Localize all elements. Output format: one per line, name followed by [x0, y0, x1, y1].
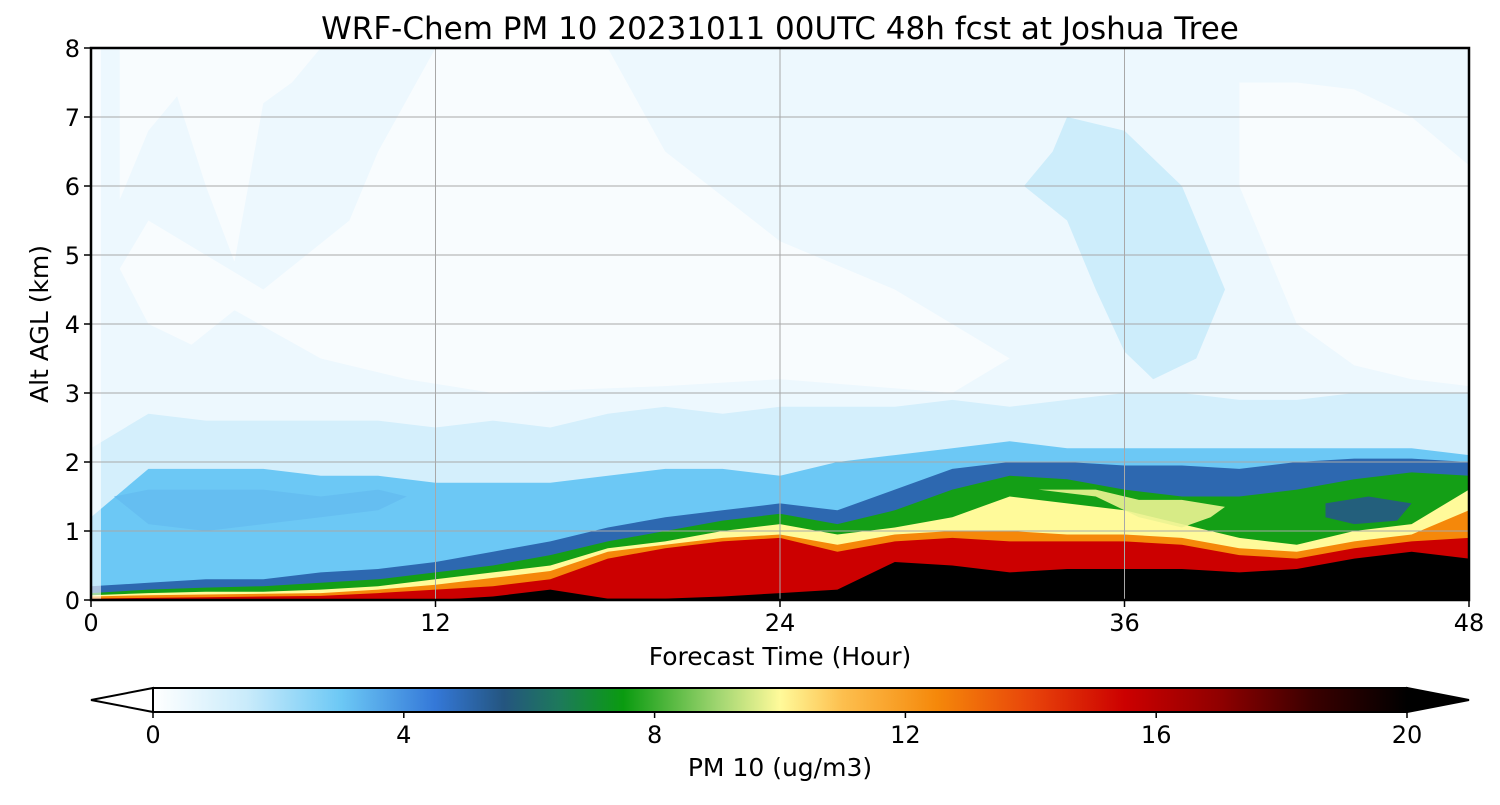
patch-blue-lower-left [114, 489, 407, 531]
colorbar-tick-label: 4 [396, 721, 411, 749]
colorbar-tick-label: 16 [1141, 721, 1172, 749]
x-tick-label: 12 [420, 609, 451, 637]
y-tick-label: 2 [65, 449, 80, 477]
colorbar-tick-label: 20 [1392, 721, 1423, 749]
colorbar-tick-label: 0 [145, 721, 160, 749]
colorbar-tick-label: 12 [890, 721, 921, 749]
x-axis: 0 12 24 36 48 [83, 600, 1484, 637]
colorbar-extend-high [1406, 686, 1470, 714]
colorbar-extend-low [90, 686, 154, 714]
y-tick-label: 0 [65, 587, 80, 615]
y-tick-label: 1 [65, 518, 80, 546]
chart-title: WRF-Chem PM 10 20231011 00UTC 48h fcst a… [321, 11, 1239, 47]
patch-cleaner-air-mid [119, 48, 1010, 393]
patch-cleaner-air-upper-left [119, 48, 321, 262]
y-tick-label: 8 [65, 35, 80, 63]
y-tick-label: 3 [65, 380, 80, 408]
x-tick-label: 36 [1109, 609, 1140, 637]
y-tick-label: 4 [65, 311, 80, 339]
patch-cleaner-air-right [1239, 82, 1469, 387]
x-tick-label: 0 [83, 609, 98, 637]
colorbar-gradient [152, 687, 1408, 713]
x-tick-label: 24 [765, 609, 796, 637]
colorbar: 0 4 8 12 16 20 [90, 686, 1470, 749]
y-tick-label: 5 [65, 242, 80, 270]
colorbar-ticks: 0 4 8 12 16 20 [145, 712, 1422, 749]
x-axis-label: Forecast Time (Hour) [649, 642, 912, 671]
colorbar-tick-label: 8 [647, 721, 662, 749]
y-tick-label: 7 [65, 104, 80, 132]
patch-yellow-core [1038, 489, 1225, 528]
patch-teal-core [1325, 496, 1412, 525]
colorbar-label: PM 10 (ug/m3) [688, 753, 872, 782]
x-tick-label: 48 [1454, 609, 1485, 637]
y-tick-label: 6 [65, 173, 80, 201]
y-axis: 0 1 2 3 4 5 6 7 8 [65, 35, 91, 615]
y-axis-label: Alt AGL (km) [25, 245, 54, 403]
